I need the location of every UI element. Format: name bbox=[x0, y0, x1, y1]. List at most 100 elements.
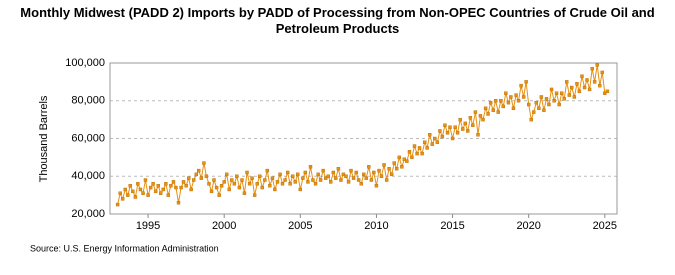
data-point bbox=[219, 183, 224, 188]
data-point bbox=[115, 202, 120, 207]
data-point bbox=[222, 180, 226, 184]
data-point bbox=[359, 182, 363, 186]
data-point bbox=[560, 91, 564, 95]
data-point bbox=[146, 193, 150, 197]
data-point bbox=[461, 127, 465, 131]
data-point bbox=[265, 168, 269, 173]
data-point bbox=[247, 182, 252, 186]
data-point bbox=[291, 174, 295, 178]
data-point bbox=[189, 187, 193, 192]
data-point bbox=[364, 176, 368, 180]
data-point bbox=[407, 150, 412, 154]
data-point bbox=[126, 193, 130, 197]
data-point bbox=[565, 80, 569, 84]
data-point bbox=[445, 131, 450, 135]
data-point bbox=[232, 182, 237, 186]
data-point bbox=[288, 182, 292, 186]
data-point bbox=[316, 172, 320, 177]
data-point bbox=[324, 176, 328, 180]
data-point bbox=[455, 131, 460, 135]
data-point bbox=[298, 187, 303, 192]
data-point bbox=[532, 110, 536, 114]
data-point bbox=[405, 159, 409, 163]
data-point bbox=[529, 117, 533, 122]
x-tick-label: 2000 bbox=[212, 220, 236, 232]
data-point bbox=[598, 83, 602, 88]
data-point bbox=[354, 170, 358, 175]
data-point bbox=[280, 182, 285, 186]
data-point bbox=[433, 136, 437, 141]
data-point bbox=[542, 108, 546, 112]
data-point bbox=[423, 140, 427, 144]
data-point bbox=[402, 157, 407, 161]
data-point bbox=[331, 170, 336, 175]
data-point bbox=[321, 168, 325, 173]
data-point bbox=[214, 185, 219, 190]
data-point bbox=[230, 178, 234, 182]
data-point bbox=[278, 172, 282, 177]
data-point bbox=[192, 178, 196, 182]
data-point bbox=[605, 89, 610, 94]
data-point bbox=[237, 185, 242, 190]
data-point bbox=[590, 66, 594, 71]
data-point bbox=[430, 142, 435, 146]
data-point bbox=[133, 195, 138, 199]
data-point bbox=[394, 166, 399, 171]
data-point bbox=[225, 172, 229, 177]
chart-title: Monthly Midwest (PADD 2) Imports by PADD… bbox=[20, 5, 655, 36]
data-point bbox=[164, 182, 168, 186]
data-point bbox=[306, 180, 310, 184]
data-point bbox=[336, 166, 341, 171]
data-point bbox=[313, 182, 318, 186]
data-point bbox=[410, 155, 414, 160]
data-point bbox=[367, 165, 371, 169]
data-point bbox=[486, 112, 490, 116]
data-point bbox=[369, 178, 374, 182]
data-point bbox=[466, 129, 470, 133]
source-note: Source: U.S. Energy Information Administ… bbox=[30, 243, 219, 253]
data-point bbox=[212, 178, 216, 182]
data-point bbox=[425, 146, 429, 150]
y-tick-label: 40,000 bbox=[71, 170, 105, 182]
data-point bbox=[526, 102, 531, 107]
data-point bbox=[514, 93, 518, 97]
data-point bbox=[242, 191, 247, 195]
data-point bbox=[362, 172, 366, 177]
data-point bbox=[349, 168, 353, 173]
data-point bbox=[169, 183, 173, 188]
data-point bbox=[493, 99, 498, 103]
data-point bbox=[499, 99, 503, 103]
data-point bbox=[158, 191, 163, 195]
data-point bbox=[567, 93, 572, 97]
data-point bbox=[156, 183, 160, 188]
data-point bbox=[570, 85, 574, 90]
data-point bbox=[382, 163, 386, 167]
data-point bbox=[438, 129, 442, 133]
data-point bbox=[174, 185, 178, 190]
data-point bbox=[171, 180, 176, 184]
data-point bbox=[397, 155, 401, 160]
data-point bbox=[252, 193, 257, 197]
data-point bbox=[275, 180, 280, 184]
data-point bbox=[341, 172, 346, 177]
data-point bbox=[273, 187, 277, 192]
data-point bbox=[235, 174, 239, 178]
data-point bbox=[217, 193, 221, 197]
data-point bbox=[136, 182, 140, 186]
data-point bbox=[549, 87, 554, 92]
data-point bbox=[138, 187, 143, 192]
data-point bbox=[377, 168, 381, 173]
data-point bbox=[516, 99, 521, 103]
data-point bbox=[123, 187, 127, 192]
data-point bbox=[118, 191, 122, 195]
data-point bbox=[577, 89, 582, 94]
y-axis-label: Thousand Barrels bbox=[38, 95, 50, 182]
data-point bbox=[509, 95, 513, 99]
data-point bbox=[187, 176, 191, 180]
data-point bbox=[552, 99, 556, 103]
data-point bbox=[554, 91, 559, 95]
data-point bbox=[181, 180, 186, 184]
data-point bbox=[346, 180, 351, 184]
data-point bbox=[417, 146, 422, 150]
